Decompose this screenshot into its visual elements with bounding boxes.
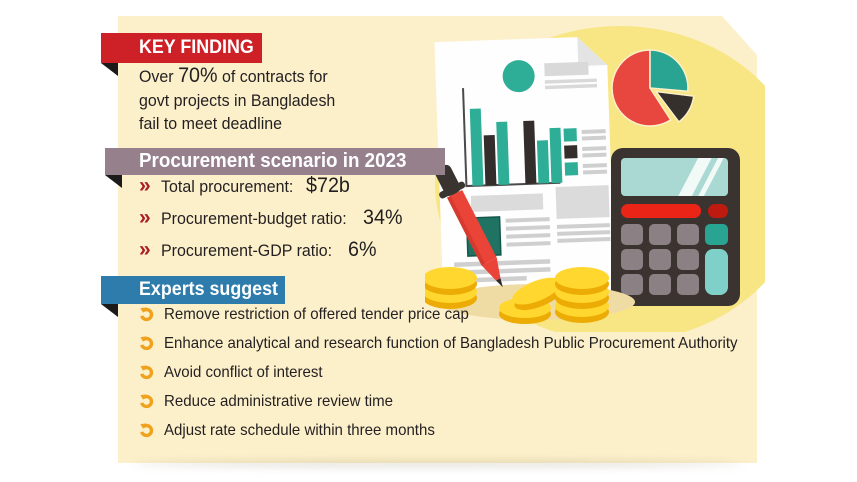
circular-arrow-icon (139, 307, 154, 322)
suggestion-text: Reduce administrative review time (164, 392, 394, 410)
finding-line2: govt projects in Bangladesh (139, 90, 336, 110)
double-chevron-icon: » (139, 206, 151, 229)
scenario-value: $72b (306, 174, 351, 197)
coin (512, 277, 564, 311)
key-finding-title: KEY FINDING (139, 37, 254, 58)
finding-highlight: 70% (178, 64, 218, 87)
double-chevron-icon: » (139, 174, 151, 197)
experts-title: Experts suggest (139, 279, 278, 300)
ribbon-fold (101, 63, 118, 76)
double-chevron-icon: » (139, 238, 151, 261)
suggestion-item: Remove restriction of offered tender pri… (139, 305, 774, 324)
scenario-label: Total procurement: (160, 177, 294, 196)
suggestion-item: Avoid conflict of interest (139, 363, 774, 382)
bar-chart-icon (462, 88, 563, 188)
page-fold (577, 37, 608, 67)
finding-line3: fail to meet deadline (139, 114, 283, 133)
finding-line1-pre: Over (139, 67, 179, 86)
scenario-value: 6% (347, 238, 377, 261)
card-shadow (132, 460, 744, 468)
scenario-item: » Procurement-budget ratio: 34% (139, 206, 405, 230)
circular-arrow-icon (139, 423, 154, 438)
scenario-value: 34% (363, 206, 403, 229)
circular-arrow-icon (139, 365, 154, 380)
finding-line1-post: of contracts for (217, 67, 328, 86)
document-icon (434, 37, 616, 305)
calculator-icon (611, 148, 740, 306)
suggestion-text: Adjust rate schedule within three months (164, 421, 435, 439)
suggestion-text: Enhance analytical and research function… (164, 334, 738, 352)
coin (555, 267, 609, 295)
pen-icon (435, 164, 503, 288)
suggestion-text: Remove restriction of offered tender pri… (164, 305, 469, 323)
ribbon-fold (101, 304, 118, 317)
scenario-label: Procurement-GDP ratio: (160, 241, 332, 260)
scenario-list: » Total procurement: $72b » Procurement-… (139, 174, 405, 270)
coin (425, 267, 477, 295)
chart-legend (563, 128, 608, 176)
suggestion-text: Avoid conflict of interest (164, 363, 323, 381)
scenario-label: Procurement-budget ratio: (160, 209, 347, 228)
suggestion-item: Reduce administrative review time (139, 392, 774, 411)
suggestion-item: Adjust rate schedule within three months (139, 421, 774, 440)
teal-dot (502, 60, 535, 93)
coins-icon (425, 267, 609, 324)
suggestion-item: Enhance analytical and research function… (139, 334, 774, 353)
key-finding-text: Over 70% of contracts for govt projects … (139, 64, 374, 136)
scenario-item: » Procurement-GDP ratio: 6% (139, 238, 405, 262)
suggestions-list: Remove restriction of offered tender pri… (139, 305, 774, 450)
scenario-item: » Total procurement: $72b (139, 174, 405, 198)
circular-arrow-icon (139, 336, 154, 351)
circular-arrow-icon (139, 394, 154, 409)
experts-banner: Experts suggest (101, 276, 285, 304)
key-finding-banner: KEY FINDING (101, 33, 262, 63)
finance-illustration (425, 26, 765, 332)
pie-chart-icon (611, 49, 695, 127)
scenario-banner: Procurement scenario in 2023 (105, 148, 445, 175)
scenario-title: Procurement scenario in 2023 (139, 150, 407, 172)
